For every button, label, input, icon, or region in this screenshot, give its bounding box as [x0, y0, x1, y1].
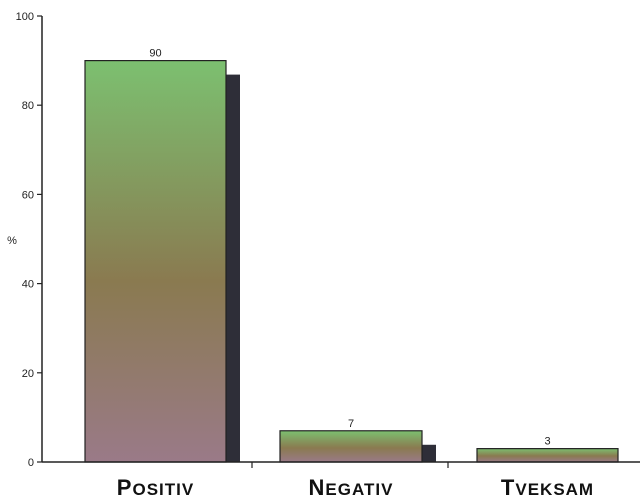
axes-layer: 0 20 40 60 80 100: [16, 11, 640, 469]
data-label-positiv: 90: [149, 48, 161, 60]
y-tick-label: 60: [22, 189, 34, 201]
y-tick-label: 40: [22, 279, 34, 291]
data-label-tveksam: 3: [544, 436, 550, 448]
bar-tveksam: [476, 448, 619, 463]
y-tick-label: 80: [22, 100, 34, 112]
category-label-tveksam: TVEKSAM: [501, 475, 594, 498]
category-label-positiv: POSITIV: [117, 475, 194, 498]
data-label-negativ: 7: [348, 418, 354, 430]
bars-layer: [84, 59, 619, 463]
bar-shadow-positiv: [226, 74, 240, 462]
category-label-negativ: NEGATIV: [309, 475, 394, 498]
bar-shadow-negativ: [422, 444, 436, 462]
y-tick-label: 0: [28, 457, 34, 469]
y-axis-title: %: [7, 235, 17, 247]
bar-negativ: [279, 430, 423, 463]
y-tick-label: 20: [22, 368, 34, 380]
bar-positiv: [84, 59, 227, 463]
labels-layer: 90 POSITIV 7 NEGATIV 3 TVEKSAM: [117, 48, 594, 498]
y-tick-label: 100: [16, 11, 34, 23]
